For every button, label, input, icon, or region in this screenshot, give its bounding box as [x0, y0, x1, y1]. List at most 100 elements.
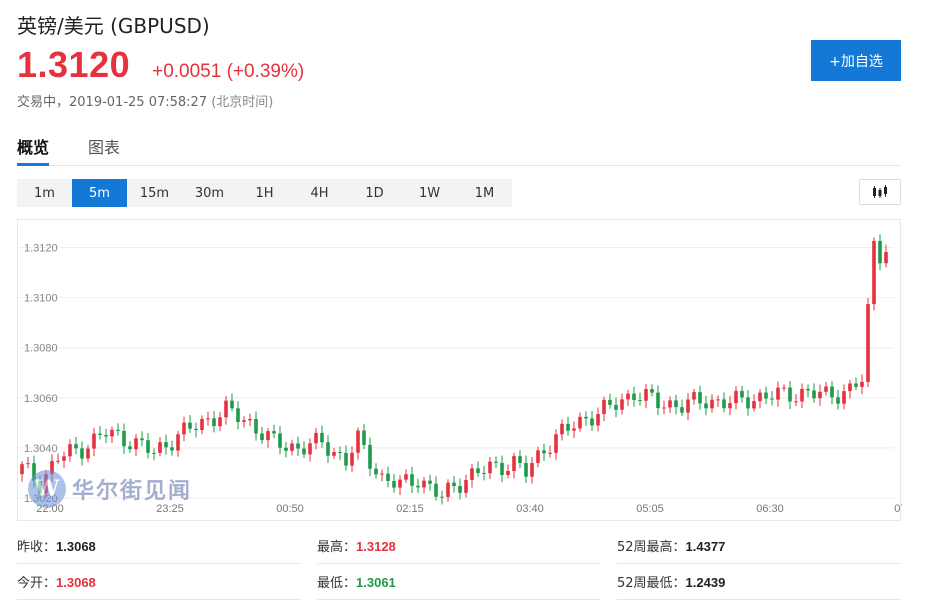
x-tick-label: 05:05 [636, 503, 664, 515]
period-15m[interactable]: 15m [139, 185, 170, 201]
candle-body [320, 432, 324, 443]
candle-body [572, 428, 576, 431]
period-selector: 1m 5m 15m 30m 1H 4H 1D 1W 1M [17, 179, 512, 207]
candle-body [170, 447, 174, 451]
candle-body [302, 448, 306, 455]
candle-body [116, 429, 120, 431]
status-timestamp: 2019-01-25 07:58:27 [69, 95, 208, 110]
candle-body [428, 480, 432, 484]
x-tick-label: 07:55 [894, 503, 902, 515]
candle-body [404, 474, 408, 480]
candle-body [470, 468, 474, 480]
candle-body [518, 456, 522, 464]
candle-body [656, 392, 660, 409]
candle-body [686, 399, 690, 413]
candle-body [242, 420, 246, 423]
candle-body [812, 390, 816, 399]
candle-body [374, 468, 378, 475]
candle-body [632, 393, 636, 401]
candle-body [56, 460, 60, 462]
candle-body [422, 480, 426, 488]
candle-body [722, 399, 726, 409]
candle-body [194, 428, 198, 431]
candle-body [446, 482, 450, 498]
candle-body [884, 251, 888, 264]
candle-body [314, 432, 318, 444]
candle-body [542, 450, 546, 454]
candle-body [584, 416, 588, 419]
tab-bar: 概览 图表 [17, 128, 901, 166]
candle-body [290, 443, 294, 451]
stat-high: 最高：1.3128 [317, 530, 601, 564]
candle-body [680, 407, 684, 413]
tab-overview[interactable]: 概览 [17, 134, 50, 166]
candle-body [728, 403, 732, 409]
chart-type-button[interactable] [859, 179, 901, 205]
candle-body [746, 397, 750, 409]
candle-body [860, 381, 864, 387]
period-1w[interactable]: 1W [418, 185, 441, 201]
candle-body [146, 440, 150, 453]
candle-body [650, 389, 654, 393]
candle-body [482, 472, 486, 474]
x-tick-label: 00:50 [276, 503, 304, 515]
y-tick-label: 1.3100 [24, 293, 58, 305]
watermark-text: 华尔街见闻 [72, 479, 193, 504]
candle-body [476, 468, 480, 473]
candle-body [764, 392, 768, 399]
candle-body [710, 399, 714, 409]
candle-body [392, 480, 396, 488]
stat-52w-high: 52周最高：1.4377 [617, 530, 901, 564]
x-tick-label: 06:30 [756, 503, 784, 515]
add-to-watchlist-button[interactable]: +加自选 [811, 40, 901, 81]
candle-body [386, 473, 390, 481]
candle-body [782, 387, 786, 389]
candle-body [488, 461, 492, 474]
candle-body [854, 383, 858, 387]
candle-body [560, 423, 564, 435]
candle-body [338, 452, 342, 454]
current-price: 1.3120 [17, 44, 131, 85]
candle-body [122, 430, 126, 447]
period-30m[interactable]: 30m [194, 185, 225, 201]
candle-body [734, 390, 738, 404]
candle-body [668, 400, 672, 408]
x-tick-label: 03:40 [516, 503, 544, 515]
candlestick-icon [873, 185, 887, 198]
candle-body [752, 401, 756, 409]
stat-open: 今开：1.3068 [17, 566, 301, 600]
candle-body [566, 423, 570, 431]
candle-body [830, 386, 834, 398]
candle-body [230, 400, 234, 409]
candle-body [548, 452, 552, 454]
tab-chart[interactable]: 图表 [88, 138, 121, 157]
period-1d[interactable]: 1D [365, 185, 384, 201]
candle-body [524, 463, 528, 477]
period-5m[interactable]: 5m [72, 179, 127, 207]
candle-body [452, 482, 456, 486]
candle-body [410, 474, 414, 486]
candle-body [662, 407, 666, 409]
price-chart[interactable]: 1.31201.31001.30801.30601.30401.302022:0… [17, 219, 902, 521]
candle-body [590, 418, 594, 426]
trading-status: 交易中，2019-01-25 07:58:27 (北京时间) [17, 91, 273, 110]
candle-body [500, 462, 504, 475]
chart-svg: 1.31201.31001.30801.30601.30401.302022:0… [18, 234, 902, 515]
candle-body [188, 422, 192, 429]
candle-body [284, 447, 288, 451]
period-1mo[interactable]: 1M [474, 185, 495, 201]
candle-body [464, 479, 468, 493]
candle-body [200, 418, 204, 431]
candle-body [32, 463, 36, 481]
status-prefix: 交易中， [17, 95, 70, 110]
candle-body [530, 462, 534, 477]
period-1h[interactable]: 1H [255, 185, 274, 201]
candle-body [68, 444, 72, 457]
period-4h[interactable]: 4H [310, 185, 329, 201]
candle-body [272, 431, 276, 434]
candle-body [50, 461, 54, 475]
candle-body [20, 464, 24, 475]
candle-body [344, 452, 348, 466]
candle-body [296, 443, 300, 449]
period-1m[interactable]: 1m [34, 185, 55, 201]
